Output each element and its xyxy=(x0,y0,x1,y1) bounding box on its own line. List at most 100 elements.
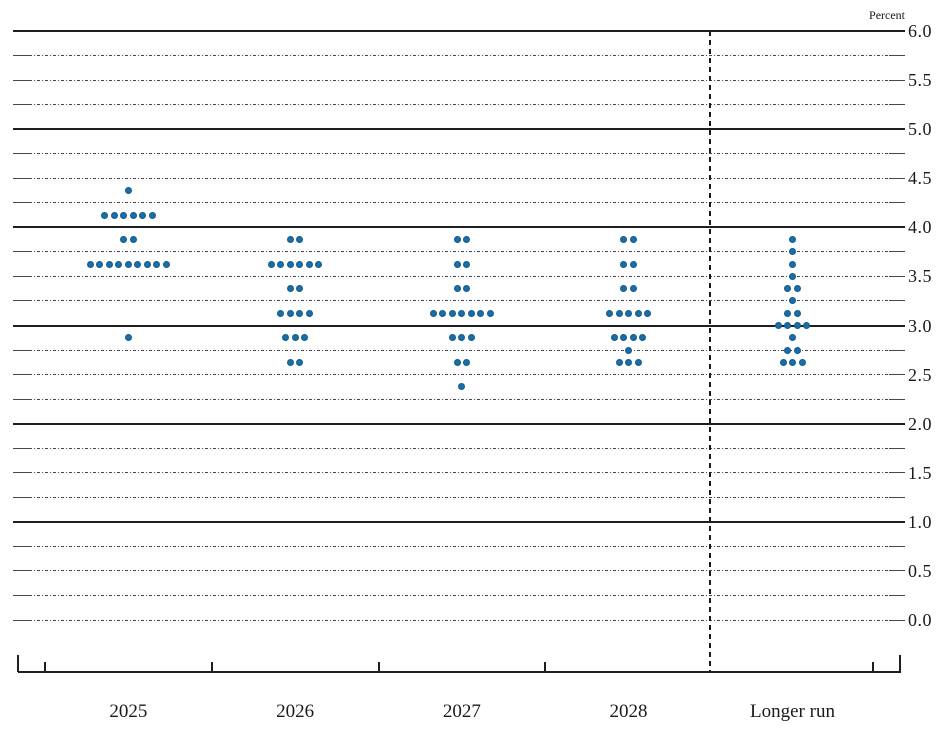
gridline-5.25 xyxy=(13,104,905,106)
dot-2028-3.625 xyxy=(629,260,637,268)
dot-2028-2.875 xyxy=(610,334,618,342)
axis-tick-0 xyxy=(44,662,46,672)
dot-2026-2.875 xyxy=(291,334,299,342)
dot-2028-3.375 xyxy=(629,285,637,293)
dot-2027-3.125 xyxy=(486,309,494,317)
dot-2028-3.125 xyxy=(625,309,632,317)
gridline-3.50 xyxy=(13,275,905,277)
y-axis-label-3.0: 3.0 xyxy=(908,315,932,336)
dot-2026-3.875 xyxy=(296,236,304,244)
dot-longer-run-3 xyxy=(784,322,792,329)
dot-2028-3.125 xyxy=(606,309,613,317)
dot-2025-3.875 xyxy=(120,236,128,244)
dot-longer-run-3.5 xyxy=(789,272,796,280)
dot-2026-3.125 xyxy=(296,309,304,317)
x-axis-label-2028: 2028 xyxy=(609,701,648,722)
dot-longer-run-3 xyxy=(774,322,782,329)
dot-2026-3.625 xyxy=(315,260,323,268)
dot-2025-4.125 xyxy=(129,211,137,219)
dot-2027-3.375 xyxy=(463,285,471,293)
gridline-2.50 xyxy=(13,374,905,376)
gridline-1.75 xyxy=(13,447,905,449)
dot-2028-3.125 xyxy=(615,309,623,317)
dot-2028-3.375 xyxy=(620,285,628,293)
y-axis-label-1.0: 1.0 xyxy=(908,511,932,532)
dot-2026-3.375 xyxy=(296,285,304,293)
dot-2025-3.625 xyxy=(162,260,170,268)
dot-2027-2.375 xyxy=(458,383,466,391)
dot-2028-2.875 xyxy=(639,334,647,342)
gridline-0.00 xyxy=(13,619,905,621)
dot-2026-2.875 xyxy=(301,334,309,342)
dot-2027-3.625 xyxy=(453,260,461,268)
dot-2025-4.125 xyxy=(139,211,147,219)
gridline-3.75 xyxy=(13,251,905,253)
dot-2028-2.75 xyxy=(625,346,632,354)
gridline-0.75 xyxy=(13,545,905,547)
gridline-2.75 xyxy=(13,349,905,351)
dot-longer-run-3.375 xyxy=(784,285,792,293)
dot-2025-3.625 xyxy=(124,260,132,268)
dot-2025-3.625 xyxy=(143,260,151,268)
dot-longer-run-3 xyxy=(793,322,801,329)
gridline-6.00 xyxy=(13,30,905,32)
dot-2027-3.125 xyxy=(448,309,456,317)
x-axis-label-longer-run: Longer run xyxy=(750,701,835,722)
dot-2025-3.625 xyxy=(96,260,104,268)
dot-2026-3.625 xyxy=(277,260,285,268)
dot-2026-2.625 xyxy=(296,358,304,366)
dot-2027-3.125 xyxy=(429,309,437,317)
dot-2028-3.875 xyxy=(629,236,637,244)
gridline-4.50 xyxy=(13,177,905,179)
dot-2027-3.625 xyxy=(463,260,471,268)
dot-2027-2.875 xyxy=(467,334,475,342)
axis-end-tick-right xyxy=(899,655,901,672)
dot-2026-3.125 xyxy=(286,309,294,317)
x-axis-line xyxy=(18,671,901,673)
dot-longer-run-3 xyxy=(803,322,811,329)
y-axis-unit-label: Percent xyxy=(869,8,905,22)
dot-longer-run-3.75 xyxy=(789,248,796,256)
dot-2028-2.625 xyxy=(625,358,632,366)
gridline-3.25 xyxy=(13,300,905,302)
dot-2026-3.625 xyxy=(286,260,294,268)
axis-tick-2 xyxy=(377,662,380,672)
dot-longer-run-3.625 xyxy=(789,260,796,268)
dot-2026-3.625 xyxy=(296,260,304,268)
dot-2028-2.625 xyxy=(615,358,623,366)
dot-2025-3.625 xyxy=(153,260,161,268)
dot-2025-3.625 xyxy=(86,260,94,268)
y-axis-label-2.5: 2.5 xyxy=(908,364,932,385)
dot-2025-2.875 xyxy=(124,334,132,342)
gridline-5.75 xyxy=(13,55,905,57)
dot-2025-4.375 xyxy=(124,187,132,195)
dot-longer-run-3.875 xyxy=(789,236,796,244)
dot-2027-3.125 xyxy=(439,309,447,317)
gridline-3.00 xyxy=(13,324,905,327)
dot-longer-run-3.375 xyxy=(793,285,801,293)
axis-tick-3 xyxy=(544,662,547,672)
y-axis-label-1.5: 1.5 xyxy=(908,462,932,483)
dot-longer-run-3.25 xyxy=(789,297,796,305)
dot-2026-3.375 xyxy=(286,285,294,293)
dot-longer-run-2.75 xyxy=(784,346,792,354)
dot-2028-2.875 xyxy=(629,334,637,342)
dot-2025-3.625 xyxy=(134,260,142,268)
dot-2026-3.125 xyxy=(305,309,313,317)
dot-2025-3.625 xyxy=(115,260,123,268)
axis-end-tick-left xyxy=(17,655,19,672)
y-axis-label-5.0: 5.0 xyxy=(908,119,932,140)
dot-longer-run-2.625 xyxy=(779,358,787,366)
dot-2027-3.125 xyxy=(458,309,466,317)
dot-2027-3.125 xyxy=(477,309,485,317)
dot-longer-run-2.625 xyxy=(798,358,806,366)
gridline-2.25 xyxy=(13,398,905,400)
x-axis-label-2026: 2026 xyxy=(276,701,315,722)
dot-2025-3.625 xyxy=(105,260,113,268)
y-axis-label-6.0: 6.0 xyxy=(908,21,932,41)
